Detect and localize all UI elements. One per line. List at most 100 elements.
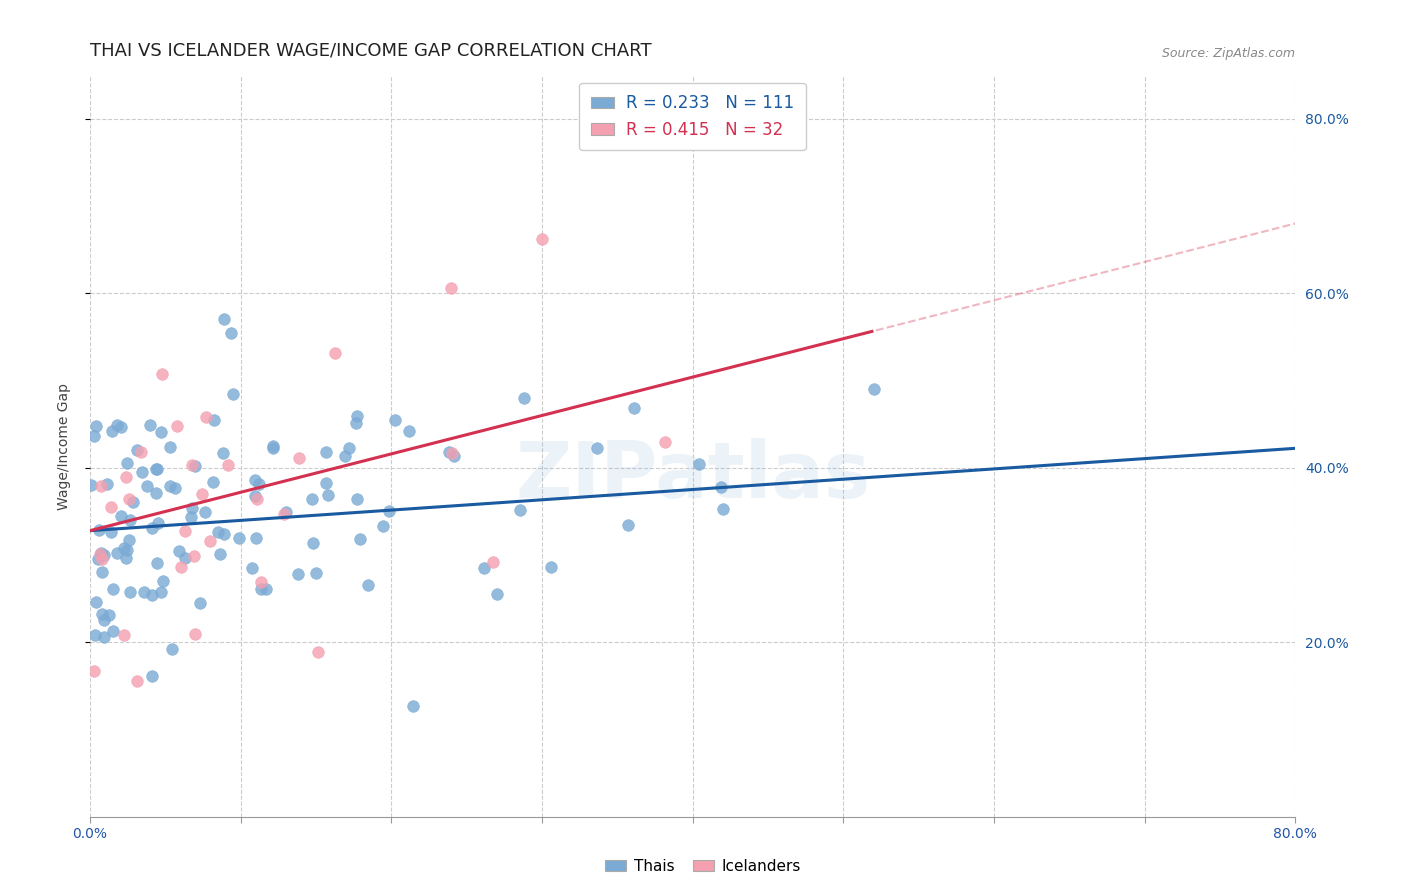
Point [288, 450, 311, 465]
Point [443, 449, 465, 463]
Point [228, 531, 250, 545]
Text: Source: ZipAtlas.com: Source: ZipAtlas.com [1163, 47, 1295, 61]
Point [122, 495, 145, 509]
Point [441, 445, 464, 459]
Point [131, 465, 153, 479]
Point [125, 442, 148, 457]
Point [247, 476, 270, 491]
Point [169, 559, 191, 574]
Point [150, 425, 173, 439]
Point [129, 444, 152, 458]
Point [287, 566, 309, 581]
Point [180, 509, 202, 524]
Point [530, 232, 553, 246]
Point [100, 524, 122, 539]
Point [245, 532, 267, 546]
Point [688, 457, 710, 471]
Text: ZIPatlas: ZIPatlas [515, 438, 870, 514]
Point [141, 588, 163, 602]
Point [398, 425, 420, 439]
Point [118, 585, 141, 599]
Point [105, 417, 128, 432]
Point [209, 547, 232, 561]
Point [862, 382, 884, 396]
Point [190, 487, 212, 501]
Point [221, 326, 243, 340]
Point [586, 441, 609, 455]
Point [301, 491, 323, 506]
Point [120, 513, 142, 527]
Point [141, 521, 163, 535]
Point [214, 526, 236, 541]
Point [115, 550, 138, 565]
Point [323, 346, 346, 360]
Point [145, 485, 167, 500]
Point [344, 416, 367, 430]
Point [152, 574, 174, 589]
Legend: Thais, Icelanders: Thais, Icelanders [599, 853, 807, 880]
Point [245, 491, 267, 506]
Point [509, 503, 531, 517]
Point [183, 549, 205, 563]
Point [346, 409, 368, 423]
Point [101, 424, 124, 438]
Point [377, 504, 399, 518]
Point [90, 546, 112, 560]
Point [145, 462, 167, 476]
Point [384, 412, 406, 426]
Point [439, 444, 461, 458]
Point [115, 456, 138, 470]
Point [146, 556, 169, 570]
Y-axis label: Wage/Income Gap: Wage/Income Gap [58, 383, 72, 509]
Point [301, 535, 323, 549]
Point [83, 429, 105, 443]
Point [93, 613, 115, 627]
Point [150, 584, 173, 599]
Point [346, 492, 368, 507]
Point [83, 628, 105, 642]
Point [105, 546, 128, 560]
Point [141, 669, 163, 683]
Point [316, 488, 339, 502]
Point [146, 462, 169, 476]
Point [212, 311, 235, 326]
Point [115, 542, 138, 557]
Point [183, 626, 205, 640]
Point [371, 519, 394, 533]
Point [180, 458, 202, 473]
Point [87, 552, 110, 566]
Point [202, 475, 225, 490]
Point [90, 479, 112, 493]
Point [710, 480, 733, 494]
Point [243, 489, 266, 503]
Point [84, 419, 107, 434]
Point [482, 555, 505, 569]
Point [89, 547, 111, 561]
Point [114, 627, 136, 641]
Point [273, 507, 295, 521]
Point [93, 630, 115, 644]
Point [80, 478, 103, 492]
Point [146, 516, 169, 530]
Point [654, 435, 676, 450]
Point [138, 418, 160, 433]
Point [262, 439, 284, 453]
Point [97, 607, 120, 622]
Point [474, 561, 496, 575]
Point [118, 492, 141, 507]
Point [101, 624, 124, 638]
Point [136, 478, 159, 492]
Point [93, 548, 115, 562]
Point [115, 470, 138, 484]
Point [91, 566, 114, 580]
Point [402, 698, 425, 713]
Point [711, 502, 734, 516]
Point [250, 574, 273, 589]
Point [243, 473, 266, 487]
Point [357, 578, 380, 592]
Point [125, 673, 148, 688]
Point [132, 585, 155, 599]
Point [174, 524, 197, 538]
Text: THAI VS ICELANDER WAGE/INCOME GAP CORRELATION CHART: THAI VS ICELANDER WAGE/INCOME GAP CORREL… [90, 42, 651, 60]
Point [150, 367, 173, 381]
